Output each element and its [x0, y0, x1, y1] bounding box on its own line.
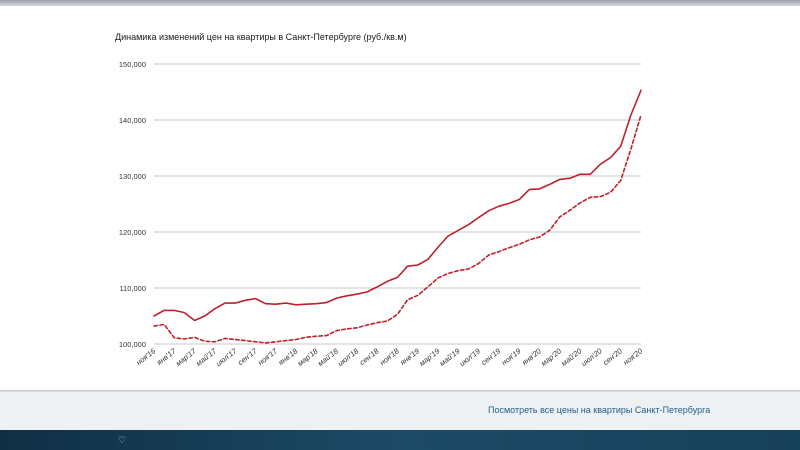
x-tick-label: июл'18 [336, 346, 361, 368]
x-tick-label: ноя'18 [378, 346, 401, 367]
x-tick-label: май'17 [194, 346, 219, 368]
top-bar [0, 0, 800, 6]
chart-title: Динамика изменений цен на квартиры в Сан… [115, 32, 407, 42]
x-tick-label: янв'17 [154, 346, 178, 368]
x-tick-label: янв'20 [519, 346, 543, 368]
x-tick-label: сен'20 [601, 346, 624, 367]
x-tick-label: ноя'19 [500, 346, 523, 367]
x-tick-label: мар'18 [296, 346, 321, 368]
x-tick-label: ноя'20 [621, 346, 644, 367]
y-axis-ticks: 100,000 110,000 120,000 130,000 140,000 150,0… [119, 60, 146, 349]
price-line-chart: Динамика изменений цен на квартиры в Сан… [115, 32, 645, 368]
x-tick-label: ноя'16 [134, 346, 157, 367]
series-layer [153, 89, 642, 344]
x-tick-label: янв'18 [276, 346, 300, 368]
y-tick-label: 110,000 [119, 284, 146, 293]
heart-icon[interactable]: ♡ [118, 435, 127, 445]
series-line-dashed [153, 114, 642, 344]
x-tick-label: сен'17 [236, 346, 259, 367]
x-tick-label: ноя'17 [256, 346, 279, 367]
y-tick-label: 130,000 [119, 172, 146, 181]
x-axis-ticks: ноя'16янв'17мар'17май'17июл'17сен'17ноя'… [134, 346, 644, 368]
chart-card: Динамика изменений цен на квартиры в Сан… [0, 6, 800, 391]
grid-layer [154, 63, 641, 345]
x-tick-label: май'20 [559, 346, 584, 368]
bottom-band [0, 430, 800, 450]
y-tick-label: 140,000 [119, 116, 146, 125]
x-tick-label: сен'19 [479, 346, 502, 367]
x-tick-label: сен'18 [358, 346, 381, 367]
x-tick-label: мар'17 [174, 346, 199, 368]
y-tick-label: 100,000 [119, 340, 146, 349]
x-tick-label: июл'17 [214, 346, 239, 368]
x-tick-label: май'19 [438, 346, 463, 368]
x-tick-label: июл'20 [579, 346, 604, 368]
x-tick-label: мар'19 [417, 346, 442, 368]
x-tick-label: мар'20 [539, 346, 564, 368]
y-tick-label: 120,000 [119, 228, 146, 237]
x-tick-label: май'18 [316, 346, 341, 368]
series-line-solid [153, 89, 642, 322]
x-tick-label: июл'19 [458, 346, 483, 368]
x-tick-label: янв'19 [397, 346, 421, 368]
footer-strip [0, 392, 800, 430]
all-prices-link[interactable]: Посмотреть все цены на квартиры Санкт-Пе… [488, 405, 711, 415]
y-tick-label: 150,000 [119, 60, 146, 69]
